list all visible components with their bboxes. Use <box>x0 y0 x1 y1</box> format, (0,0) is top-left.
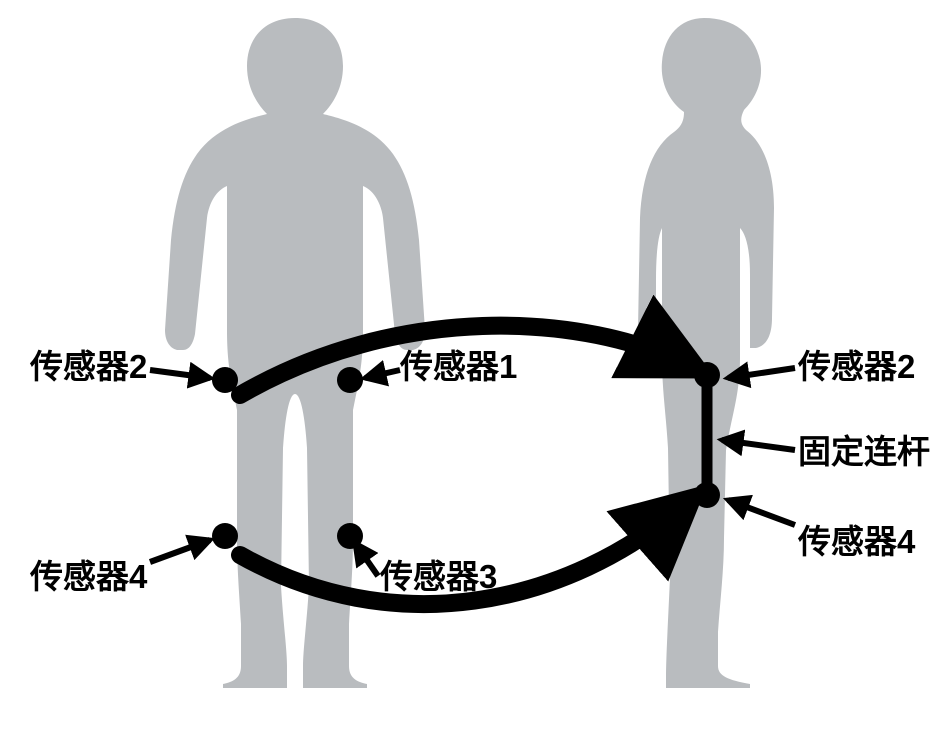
label-sensor2-side: 传感器2 <box>798 340 915 388</box>
arrow-sensor4-front <box>150 540 210 562</box>
label-sensor2-front: 传感器2 <box>30 340 147 388</box>
arrow-sensor1 <box>365 370 400 378</box>
sensor-1-dot <box>337 367 363 393</box>
label-sensor4-front: 传感器4 <box>30 550 147 598</box>
label-sensor4-side: 传感器4 <box>798 515 915 563</box>
arrow-rod <box>722 440 795 450</box>
label-sensor1: 传感器1 <box>400 340 517 388</box>
sensor-4-dot <box>212 523 238 549</box>
arrow-sensor3 <box>355 543 378 576</box>
arrow-sensor2-front <box>150 370 210 378</box>
label-sensor3: 传感器3 <box>380 550 497 598</box>
diagram-stage: 传感器2 传感器1 传感器4 传感器3 传感器2 固定连杆 传感器4 <box>0 0 950 755</box>
arrow-sensor4-side <box>728 500 795 525</box>
label-rod: 固定连杆 <box>798 425 930 473</box>
